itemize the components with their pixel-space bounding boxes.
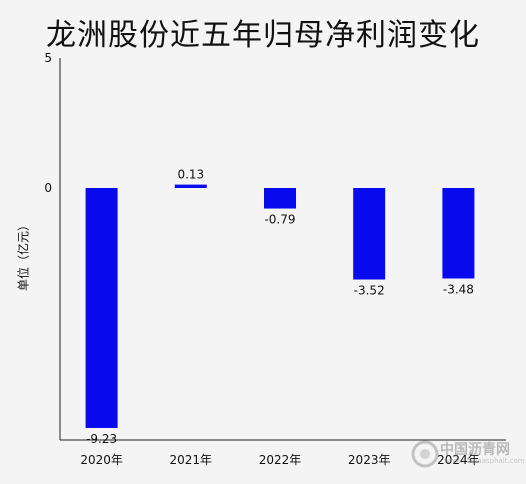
x-tick-label: 2022年 <box>259 453 302 467</box>
bar-2024年 <box>442 188 475 279</box>
y-axis-label: 单位（亿元） <box>16 218 31 292</box>
data-label: 0.13 <box>177 168 204 182</box>
y-tick-label: 0 <box>44 181 52 195</box>
watermark-text: 中国沥青网 <box>440 442 510 458</box>
data-label: -9.23 <box>86 432 117 446</box>
x-tick-label: 2023年 <box>348 453 391 467</box>
bar-2023年 <box>353 188 386 280</box>
bar-2022年 <box>264 188 296 209</box>
x-tick-label: 2021年 <box>170 453 213 467</box>
watermark: 中国沥青网 www.chinaasphalt.com <box>410 435 525 475</box>
bar-2021年 <box>174 184 207 188</box>
y-tick-label: 5 <box>44 51 52 65</box>
watermark-url: www.chinaasphalt.com <box>444 457 525 465</box>
data-label: -3.52 <box>354 284 385 298</box>
x-tick-label: 2024年 <box>437 453 480 467</box>
watermark-logo-icon <box>411 440 439 468</box>
chart-title: 龙洲股份近五年归母净利润变化 <box>46 18 480 53</box>
data-label: -3.48 <box>443 282 474 296</box>
data-label: -0.79 <box>264 213 295 227</box>
bar-2020年 <box>85 188 118 428</box>
x-tick-label: 2020年 <box>80 453 123 467</box>
